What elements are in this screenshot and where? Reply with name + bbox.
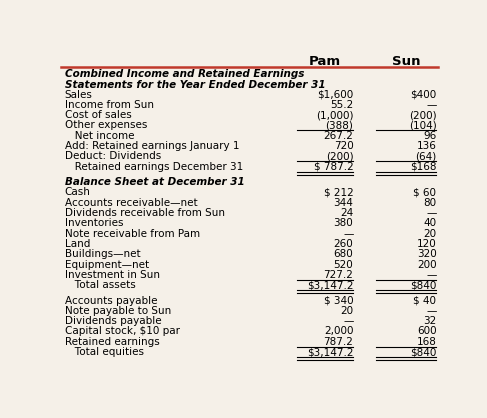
Text: Net income: Net income [65, 131, 134, 141]
Text: 120: 120 [417, 239, 436, 249]
Text: Sales: Sales [65, 89, 93, 99]
Text: Total equities: Total equities [65, 347, 144, 357]
Text: Balance Sheet at December 31: Balance Sheet at December 31 [65, 177, 244, 187]
Text: $ 40: $ 40 [413, 296, 436, 306]
Text: Total assets: Total assets [65, 280, 135, 290]
Text: Retained earnings: Retained earnings [65, 337, 159, 347]
Text: Accounts receivable—net: Accounts receivable—net [65, 198, 197, 208]
Text: $3,147.2: $3,147.2 [307, 280, 354, 290]
Text: 787.2: 787.2 [323, 337, 354, 347]
Text: 40: 40 [423, 218, 436, 228]
Text: $ 787.2: $ 787.2 [314, 162, 354, 172]
Text: 168: 168 [416, 337, 436, 347]
Text: $ 212: $ 212 [324, 187, 354, 197]
Text: 136: 136 [416, 141, 436, 151]
Text: 2,000: 2,000 [324, 326, 354, 336]
Text: $3,147.2: $3,147.2 [307, 347, 354, 357]
Text: 520: 520 [334, 260, 354, 270]
Text: Combined Income and Retained Earnings: Combined Income and Retained Earnings [65, 69, 304, 79]
Text: Accounts payable: Accounts payable [65, 296, 157, 306]
Text: Income from Sun: Income from Sun [65, 100, 154, 110]
Text: Investment in Sun: Investment in Sun [65, 270, 160, 280]
Text: —: — [426, 270, 436, 280]
Text: (200): (200) [409, 110, 436, 120]
Text: Buildings—net: Buildings—net [65, 249, 140, 259]
Text: 720: 720 [334, 141, 354, 151]
Text: (64): (64) [415, 151, 436, 161]
Text: Deduct: Dividends: Deduct: Dividends [65, 151, 161, 161]
Text: $840: $840 [410, 280, 436, 290]
Text: (388): (388) [325, 120, 354, 130]
Text: 32: 32 [423, 316, 436, 326]
Text: 267.2: 267.2 [323, 131, 354, 141]
Text: —: — [343, 229, 354, 239]
Text: 20: 20 [423, 229, 436, 239]
Text: Inventories: Inventories [65, 218, 123, 228]
Text: $168: $168 [410, 162, 436, 172]
Text: 320: 320 [417, 249, 436, 259]
Text: Other expenses: Other expenses [65, 120, 147, 130]
Text: Dividends payable: Dividends payable [65, 316, 161, 326]
Text: 80: 80 [423, 198, 436, 208]
Text: 260: 260 [334, 239, 354, 249]
Text: $ 60: $ 60 [413, 187, 436, 197]
Text: Retained earnings December 31: Retained earnings December 31 [65, 162, 243, 172]
Text: 200: 200 [417, 260, 436, 270]
Text: $840: $840 [410, 347, 436, 357]
Text: Equipment—net: Equipment—net [65, 260, 149, 270]
Text: 96: 96 [423, 131, 436, 141]
Text: Sun: Sun [392, 55, 420, 68]
Text: 20: 20 [340, 306, 354, 316]
Text: 344: 344 [334, 198, 354, 208]
Text: 680: 680 [334, 249, 354, 259]
Text: 600: 600 [417, 326, 436, 336]
Text: —: — [343, 316, 354, 326]
Text: 380: 380 [334, 218, 354, 228]
Text: (104): (104) [409, 120, 436, 130]
Text: Land: Land [65, 239, 90, 249]
Text: $1,600: $1,600 [317, 89, 354, 99]
Text: Pam: Pam [309, 55, 341, 68]
Text: $ 340: $ 340 [324, 296, 354, 306]
Text: Statements for the Year Ended December 31: Statements for the Year Ended December 3… [65, 79, 325, 89]
Text: —: — [426, 100, 436, 110]
Text: 24: 24 [340, 208, 354, 218]
Text: 727.2: 727.2 [323, 270, 354, 280]
Text: (1,000): (1,000) [316, 110, 354, 120]
Text: Capital stock, $10 par: Capital stock, $10 par [65, 326, 180, 336]
Text: Note payable to Sun: Note payable to Sun [65, 306, 171, 316]
Text: 55.2: 55.2 [330, 100, 354, 110]
Text: Add: Retained earnings January 1: Add: Retained earnings January 1 [65, 141, 239, 151]
Text: —: — [426, 306, 436, 316]
Text: —: — [426, 208, 436, 218]
Text: (200): (200) [326, 151, 354, 161]
Text: Note receivable from Pam: Note receivable from Pam [65, 229, 200, 239]
Text: Dividends receivable from Sun: Dividends receivable from Sun [65, 208, 225, 218]
Text: Cost of sales: Cost of sales [65, 110, 131, 120]
Text: Cash: Cash [65, 187, 91, 197]
Text: $400: $400 [410, 89, 436, 99]
